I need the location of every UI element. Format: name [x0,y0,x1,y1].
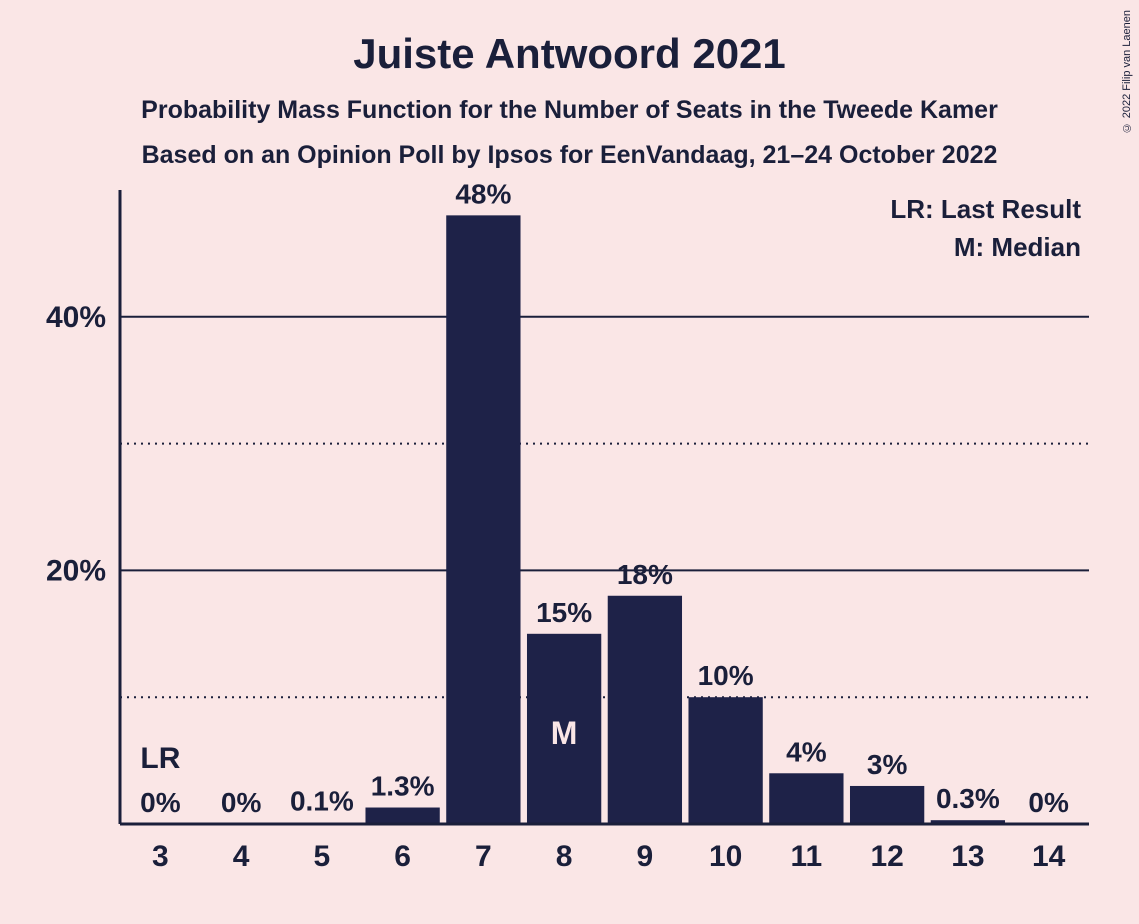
bar-value-label: 0.3% [936,783,1000,814]
bar-value-label: 48% [455,180,511,209]
bar-value-label: 0% [221,787,262,818]
y-axis-tick-label: 40% [46,301,106,334]
bar-value-label: 4% [786,736,827,767]
bar-value-label: 0.1% [290,786,354,817]
x-axis-tick-label: 10 [709,840,742,873]
x-axis-tick-label: 6 [394,840,411,873]
bar-value-label: 0% [1028,787,1069,818]
bar [688,697,762,824]
chart-subtitle: Probability Mass Function for the Number… [30,96,1109,125]
bar-value-label: 15% [536,597,592,628]
x-axis-tick-label: 13 [951,840,984,873]
legend-lr: LR: Last Result [890,194,1081,224]
bar [608,596,682,824]
bar-value-label: 18% [617,559,673,590]
median-marker: M [551,715,578,751]
legend-median: M: Median [954,232,1081,262]
bar [365,808,439,824]
y-axis-tick-label: 20% [46,554,106,587]
x-axis-tick-label: 5 [314,840,331,873]
lr-marker: LR [140,742,180,775]
x-axis-tick-label: 7 [475,840,492,873]
x-axis-tick-label: 11 [791,840,823,873]
chart-area: 20% 40% 0% 3 0% 4 0.1% 5 1.3% 6 48% 7 15% 8 18% 9 10% 10 4… [40,180,1099,884]
x-axis-tick-label: 3 [152,840,169,873]
x-axis-tick-label: 9 [637,840,654,873]
bar-chart-svg: 20% 40% 0% 3 0% 4 0.1% 5 1.3% 6 48% 7 15% 8 18% 9 10% 10 4… [40,180,1099,884]
bar-value-label: 1.3% [371,771,435,802]
x-axis-tick-label: 8 [556,840,573,873]
bar-value-label: 3% [867,749,908,780]
copyright-text: © 2022 Filip van Laenen [1121,10,1133,133]
bar-value-label: 0% [140,787,181,818]
bar [446,215,520,824]
chart-title: Juiste Antwoord 2021 [30,30,1109,78]
bar-value-label: 10% [698,660,754,691]
x-axis-tick-label: 4 [233,840,250,873]
bar [850,786,924,824]
x-axis-tick-label: 14 [1032,840,1066,873]
bar [769,773,843,824]
chart-subtitle-2: Based on an Opinion Poll by Ipsos for Ee… [30,141,1109,170]
x-axis-tick-label: 12 [870,840,903,873]
